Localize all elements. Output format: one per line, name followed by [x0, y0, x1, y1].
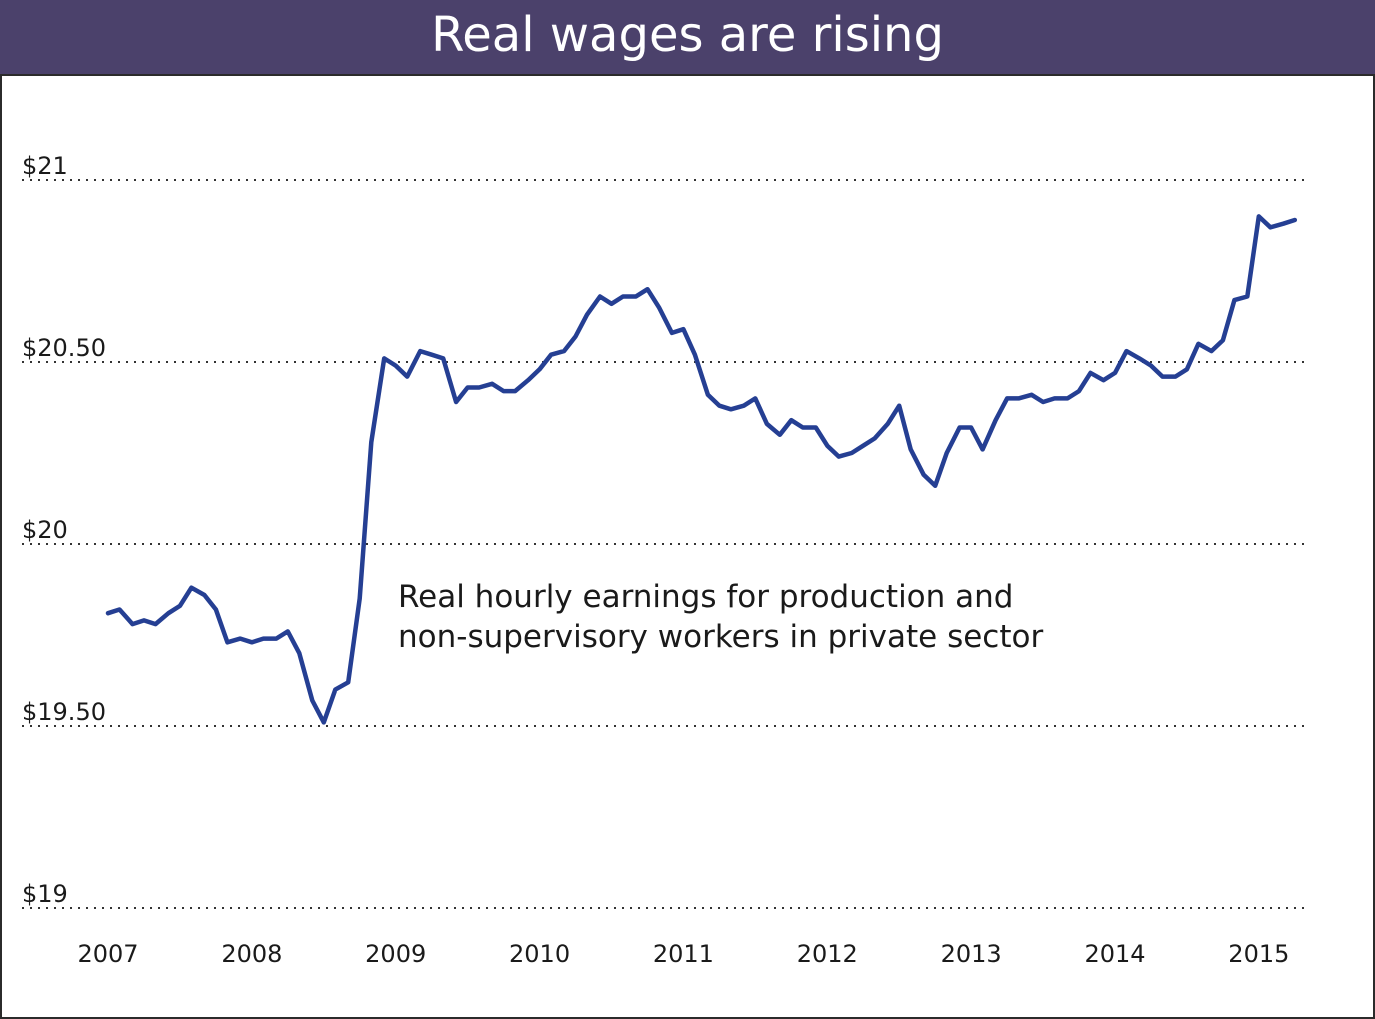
series-line: [105, 214, 1298, 725]
series-layer: [105, 214, 1298, 725]
grid-layer: [22, 179, 1310, 909]
x-tick-label: 2010: [509, 940, 570, 968]
x-tick-label: 2012: [797, 940, 858, 968]
y-tick-label: $19: [22, 880, 68, 908]
chart-title: Real wages are rising: [431, 7, 944, 63]
x-axis-ticks: 2007 2008 2009 2010 2011 2012 2013 2014 2015: [77, 940, 1289, 968]
x-tick-label: 2015: [1228, 940, 1289, 968]
y-tick-label: $21: [22, 152, 68, 180]
y-tick-label: $19.50: [22, 698, 106, 726]
x-tick-label: 2007: [77, 940, 138, 968]
title-bar: Real wages are rising: [0, 0, 1375, 76]
y-tick-label: $20.50: [22, 334, 106, 362]
y-axis-ticks: $21 $20.50 $20 $19.50 $19: [22, 152, 106, 908]
x-tick-label: 2013: [941, 940, 1002, 968]
y-tick-label: $20: [22, 516, 68, 544]
x-tick-label: 2008: [221, 940, 282, 968]
x-tick-label: 2011: [653, 940, 714, 968]
annotation-line-1: Real hourly earnings for production and: [398, 579, 1013, 615]
x-tick-label: 2014: [1084, 940, 1145, 968]
annotation-line-2: non-supervisory workers in private secto…: [398, 619, 1043, 655]
x-tick-label: 2009: [365, 940, 426, 968]
